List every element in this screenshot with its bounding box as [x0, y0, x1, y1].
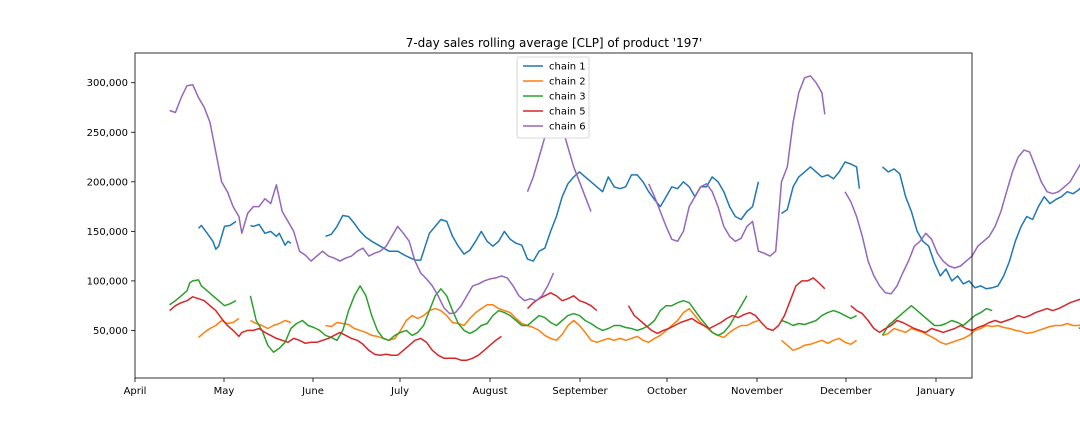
- legend-label: chain 2: [549, 77, 586, 88]
- legend-box: [516, 56, 590, 139]
- y-tick-label: 150,000: [87, 227, 128, 238]
- series-line-chain-5-0: [169, 296, 502, 361]
- series-line-chain-2-2: [325, 303, 759, 344]
- x-axis: April May June July August September October No…: [124, 378, 955, 397]
- series-chain-1: [197, 161, 1080, 290]
- series-chain-5: [169, 277, 1080, 361]
- series-line-chain-5-2: [627, 277, 826, 335]
- series-chain-2: [198, 303, 1080, 352]
- series-line-chain-6-2: [648, 75, 826, 257]
- series-line-chain-1-4: [882, 166, 1080, 290]
- chart-title: 7-day sales rolling average [CLP] of pro…: [406, 36, 703, 50]
- x-tick-label: October: [647, 386, 688, 397]
- series-line-chain-2-0: [198, 317, 240, 338]
- series-line-chain-6-0: [169, 83, 555, 315]
- series-line-chain-1-0: [197, 220, 237, 250]
- series-chain-3: [169, 279, 1080, 353]
- y-tick-label: 250,000: [87, 128, 128, 139]
- series-line-chain-2-4: [882, 322, 1080, 346]
- series-chain-6: [169, 75, 1080, 315]
- series-line-chain-6-3: [844, 149, 1080, 295]
- x-tick-label: September: [552, 386, 608, 397]
- series-line-chain-3-2: [781, 309, 857, 327]
- plot-frame: [134, 52, 973, 379]
- x-tick-label: December: [820, 386, 873, 397]
- y-tick-label: 100,000: [87, 276, 128, 287]
- y-tick-label: 50,000: [93, 326, 128, 337]
- series-line-chain-5-3: [850, 298, 1080, 334]
- legend-label: chain 6: [549, 122, 586, 133]
- y-axis: 50,000 100,000 150,000 200,000 250,000 300,00…: [87, 78, 135, 337]
- series-line-chain-1-2: [325, 171, 760, 262]
- legend-label: chain 5: [549, 107, 586, 118]
- series-line-chain-2-1: [250, 319, 292, 330]
- legend-label: chain 3: [549, 92, 586, 103]
- series-line-chain-5-1: [526, 292, 598, 312]
- legend-label: chain 1: [549, 62, 586, 73]
- series-line-chain-1-1: [250, 223, 292, 246]
- x-tick-label: May: [214, 386, 235, 397]
- legend: chain 1 chain 2 chain 3 chain 5 chain 6: [516, 56, 590, 139]
- x-tick-label: August: [473, 386, 508, 397]
- series-line-chain-3-3: [881, 304, 993, 336]
- y-tick-label: 300,000: [87, 78, 128, 89]
- x-tick-label: July: [390, 386, 409, 397]
- series-line-chain-3-0: [169, 279, 237, 307]
- series-line-chain-3-1: [249, 285, 748, 353]
- series-line-chain-2-3: [781, 337, 858, 352]
- series-layer: [169, 75, 1080, 361]
- series-line-chain-1-3: [781, 161, 861, 215]
- x-tick-label: June: [301, 386, 324, 397]
- y-tick-label: 200,000: [87, 177, 128, 188]
- x-tick-label: April: [124, 386, 147, 397]
- x-tick-label: November: [731, 386, 784, 397]
- x-tick-label: January: [916, 386, 955, 397]
